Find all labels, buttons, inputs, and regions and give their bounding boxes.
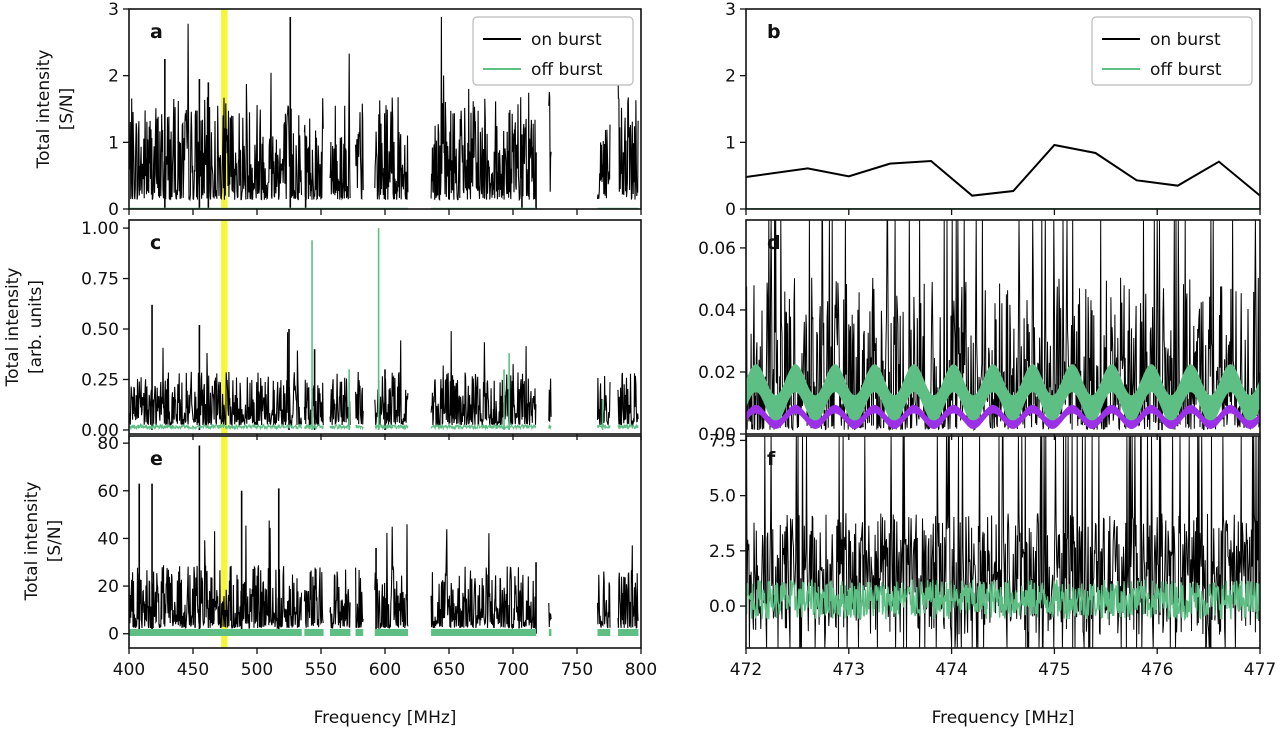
panel-b-ytick-label-0: 0 (725, 200, 736, 220)
panel-c-ytick-label-0: 0.00 (81, 421, 119, 441)
panel-e-letter: e (150, 448, 163, 470)
panel-d-letter: d (767, 232, 781, 254)
panel-c-ytick-label-1: 0.25 (81, 370, 119, 390)
panel-c-ytick-label-2: 0.50 (81, 320, 119, 340)
panel-c-ytick-label-4: 1.00 (81, 219, 119, 239)
panel-b-on-burst-line (746, 143, 1260, 197)
panel-c-highlight-band (221, 220, 228, 434)
panel-f-xtick-label-4: 476 (1141, 660, 1173, 680)
panel-d-ytick-label-2: 0.04 (698, 301, 736, 321)
y-title-row2-line1: Total intensity (3, 268, 23, 388)
panel-f-ytick-label-1: 2.5 (709, 542, 736, 562)
panel-b-plot-area (746, 143, 1260, 209)
panel-d-ytick-label-3: 0.06 (698, 239, 736, 259)
panel-e-xtick-label-0: 400 (113, 660, 145, 680)
panel-a-ytick-label-1: 1 (108, 133, 119, 153)
panel-a-letter: a (150, 21, 163, 43)
panel-f-xtick-label-5: 477 (1244, 660, 1276, 680)
x-title-right: Frequency [MHz] (932, 708, 1075, 728)
panel-b-legend-label-1: off burst (1150, 60, 1222, 80)
panel-e-xtick-label-8: 800 (625, 660, 657, 680)
x-title-left: Frequency [MHz] (314, 708, 457, 728)
panel-f-xtick-label-1: 473 (833, 660, 865, 680)
panel-e-ytick-label-1: 20 (97, 577, 119, 597)
panel-b-ytick-label-2: 2 (725, 67, 736, 87)
panel-c-plot-area (129, 220, 639, 434)
panel-e-plot-area (129, 436, 639, 648)
panel-b-ytick-label-1: 1 (725, 133, 736, 153)
y-title-row3-line2: [S/N] (45, 520, 65, 563)
panel-c-letter: c (150, 232, 161, 254)
panel-c-on-burst-trace (129, 331, 639, 428)
panel-e-xtick-label-7: 750 (561, 660, 593, 680)
panel-f-xtick-label-3: 475 (1038, 660, 1070, 680)
panel-d-ytick-label-0: 0.00 (698, 425, 736, 445)
panel-f-off-burst-band (746, 579, 1260, 622)
panel-e-ytick-label-0: 0 (108, 625, 119, 645)
panel-e-highlight-band (221, 436, 228, 648)
panel-e-xtick-label-4: 600 (369, 660, 401, 680)
panel-e-ytick-label-4: 80 (97, 434, 119, 454)
panel-a-legend-label-0: on burst (531, 30, 602, 50)
panel-b-letter: b (767, 21, 781, 43)
panel-e-xtick-label-3: 550 (305, 660, 337, 680)
panel-f-ytick-label-3: 7.5 (709, 431, 736, 451)
panel-e-ytick-label-3: 60 (97, 482, 119, 502)
panel-f-ytick-label-0: 0.0 (709, 597, 736, 617)
panel-a-ytick-label-0: 0 (108, 200, 119, 220)
panel-e-xtick-label-5: 650 (433, 660, 465, 680)
panel-f-ytick-label-2: 5.0 (709, 487, 736, 507)
panel-a-plot-area (129, 9, 639, 209)
panel-d-frame (745, 219, 1261, 435)
panel-b-frame (745, 8, 1261, 210)
y-title-row3-line1: Total intensity (22, 482, 42, 602)
panel-d-off-burst-band (746, 364, 1260, 424)
panel-a-ytick-label-2: 2 (108, 67, 119, 87)
panel-a-on-burst-trace (129, 16, 639, 202)
panel-e-xtick-label-6: 700 (497, 660, 529, 680)
panel-e-on-burst-trace (129, 520, 639, 631)
panel-d-model-band (746, 404, 1260, 429)
panel-f-plot-area (746, 436, 1260, 648)
panel-a-ytick-label-3: 3 (108, 0, 119, 20)
panel-b-ytick-label-3: 3 (725, 0, 736, 20)
y-title-row2-line2: [arb. units] (26, 280, 46, 374)
panel-b-legend-label-0: on burst (1150, 30, 1221, 50)
panel-f-on-burst-trace (746, 436, 1260, 648)
panel-a-legend-label-1: off burst (531, 60, 603, 80)
panel-f-xtick-label-2: 474 (935, 660, 967, 680)
y-title-row1-line1: Total intensity (34, 50, 54, 170)
panel-e-xtick-label-1: 450 (177, 660, 209, 680)
panel-c-off-burst-trace (129, 422, 639, 431)
panel-f-frame (745, 435, 1261, 649)
y-title-row1-line2: [S/N] (57, 88, 77, 131)
panel-d-plot-area (746, 220, 1260, 431)
panel-e-xtick-label-2: 500 (241, 660, 273, 680)
panel-c-ytick-label-3: 0.75 (81, 270, 119, 290)
panel-f-letter: f (767, 448, 776, 470)
panel-e-ytick-label-2: 40 (97, 529, 119, 549)
panel-d-ytick-label-1: 0.02 (698, 363, 736, 383)
panel-f-xtick-label-0: 472 (730, 660, 762, 680)
